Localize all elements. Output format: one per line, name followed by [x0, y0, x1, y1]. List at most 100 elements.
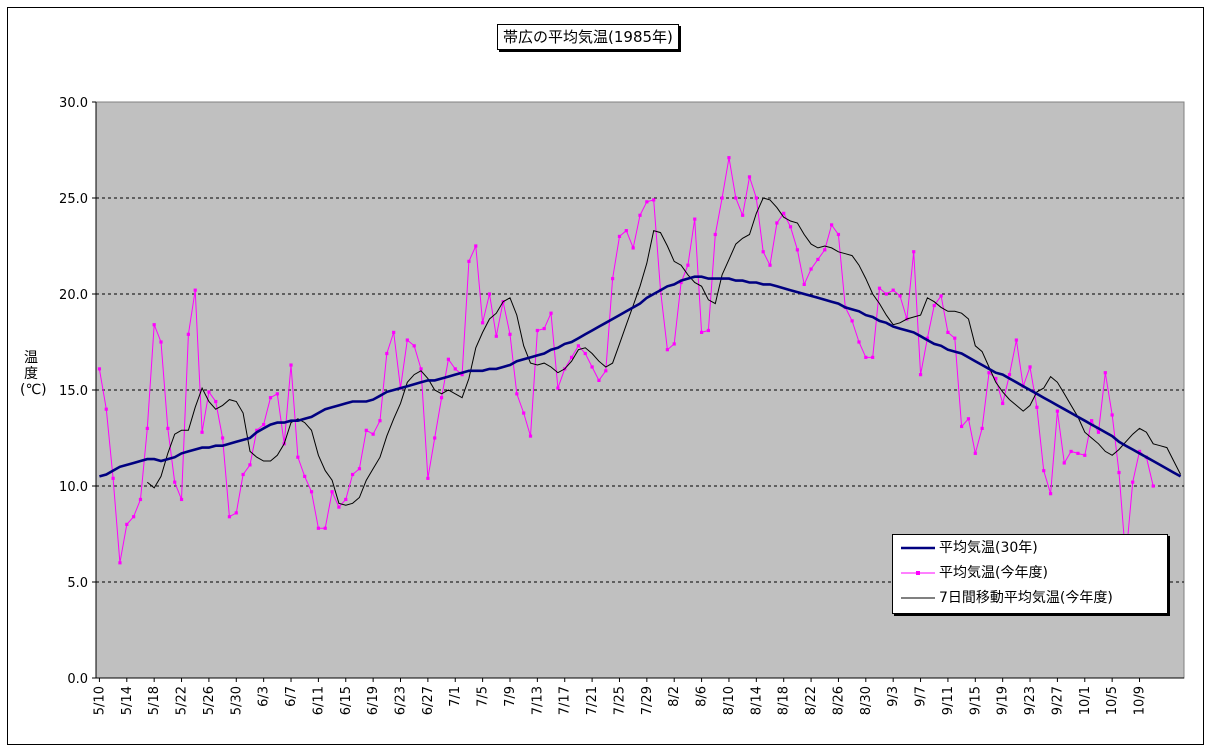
data-point-current [850, 319, 854, 323]
x-tick-label: 5/14 [120, 686, 135, 715]
y-tick-label: 25.0 [59, 192, 88, 207]
data-point-current [481, 321, 485, 325]
data-point-current [220, 436, 225, 440]
data-point-current [296, 455, 300, 459]
data-point-current [679, 280, 683, 285]
data-point-current [385, 351, 389, 356]
x-tick-label: 10/5 [1105, 686, 1120, 715]
data-point-current [1103, 371, 1107, 375]
data-point-current [487, 292, 492, 296]
data-point-current [1083, 453, 1087, 457]
x-tick-label: 7/21 [585, 686, 600, 715]
x-tick-label: 9/19 [996, 686, 1011, 715]
data-point-current [179, 497, 184, 502]
data-point-current [337, 505, 341, 509]
data-point-current [446, 357, 451, 361]
data-point-current [1048, 492, 1053, 496]
data-point-current [159, 340, 163, 344]
data-point-current [795, 248, 799, 252]
data-point-current [275, 392, 279, 396]
data-point-current [412, 344, 416, 348]
data-point-current [248, 463, 252, 467]
data-point-current [604, 369, 608, 373]
series-line-moving-average [146, 197, 1182, 506]
data-point-current [1131, 480, 1135, 484]
data-point-current [303, 474, 307, 478]
data-point-current [672, 342, 676, 346]
data-point-current [768, 263, 772, 267]
data-point-current [816, 257, 820, 262]
data-point-current [871, 355, 875, 359]
legend-swatch-current [901, 571, 935, 575]
data-point-current [754, 196, 758, 200]
data-point-current [884, 292, 888, 296]
data-point-current [1001, 401, 1005, 406]
data-point-current [344, 497, 348, 502]
data-point-current [877, 286, 882, 290]
data-point-current [132, 515, 136, 519]
legend-swatch-moving-average [901, 597, 935, 599]
x-tick-label: 9/27 [1050, 686, 1065, 715]
x-tick-label: 7/13 [530, 686, 545, 715]
x-tick-label: 9/3 [886, 686, 901, 707]
data-point-current [576, 344, 581, 348]
data-point-current [1076, 451, 1080, 455]
data-point-current [419, 367, 423, 371]
data-point-current [686, 263, 690, 267]
data-point-current [453, 367, 457, 371]
chart-title: 帯広の平均気温(1985年) [497, 24, 679, 50]
data-point-current [747, 175, 752, 179]
data-point-current [918, 373, 923, 377]
data-point-current [494, 334, 498, 338]
x-tick-label: 5/10 [92, 686, 107, 715]
x-tick-label: 7/17 [558, 686, 573, 715]
y-tick-label: 20.0 [59, 288, 88, 303]
data-point-current [316, 526, 320, 530]
data-point-current [624, 229, 628, 233]
data-point-current [665, 348, 669, 352]
data-point-current [953, 336, 957, 340]
x-tick-label: 5/22 [175, 686, 190, 715]
y-tick-label: 5.0 [67, 576, 88, 591]
data-point-current [939, 294, 943, 298]
data-point-current [946, 330, 950, 334]
data-point-current [186, 332, 190, 336]
x-tick-label: 7/9 [503, 686, 518, 707]
data-point-current [1062, 461, 1066, 465]
data-point-current [255, 428, 259, 432]
data-point-current [980, 426, 984, 430]
x-tick-label: 9/11 [941, 686, 956, 715]
y-tick-label: 30.0 [59, 96, 88, 111]
data-point-current [713, 232, 717, 237]
data-point-current [611, 277, 615, 281]
data-point-current [1055, 409, 1060, 413]
data-point-current [1110, 413, 1114, 417]
data-point-current [583, 351, 587, 356]
x-tick-label: 7/25 [612, 686, 627, 715]
x-tick-label: 8/10 [722, 686, 737, 715]
x-tick-label: 6/19 [366, 686, 381, 715]
data-point-current [268, 396, 273, 400]
data-point-current [460, 373, 464, 377]
x-tick-label: 6/7 [284, 686, 299, 707]
data-point-current [857, 340, 861, 344]
data-point-current [549, 311, 553, 315]
y-tick-label: 15.0 [59, 384, 88, 399]
data-point-current [152, 323, 156, 327]
legend-label-current: 平均気温(今年度) [939, 565, 1048, 581]
data-point-current [925, 336, 929, 340]
data-point-current [809, 267, 813, 271]
data-point-current [214, 399, 218, 404]
data-point-current [966, 417, 971, 421]
data-point-current [1028, 365, 1032, 369]
x-tick-label: 9/7 [914, 686, 929, 707]
data-point-current [173, 480, 177, 484]
legend-item-current: 平均気温(今年度) [893, 562, 1167, 584]
x-tick-label: 7/5 [476, 686, 491, 707]
data-point-current [1117, 470, 1121, 475]
data-point-current [351, 472, 355, 477]
data-point-current [193, 288, 197, 292]
data-point-current [125, 522, 129, 526]
data-point-current [166, 426, 170, 430]
data-point-current [474, 244, 478, 248]
